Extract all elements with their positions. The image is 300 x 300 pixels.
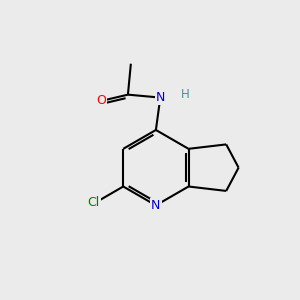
Text: H: H — [181, 88, 190, 101]
Text: N: N — [151, 199, 160, 212]
Text: N: N — [156, 91, 165, 104]
Text: O: O — [97, 94, 106, 107]
Text: Cl: Cl — [88, 196, 100, 209]
